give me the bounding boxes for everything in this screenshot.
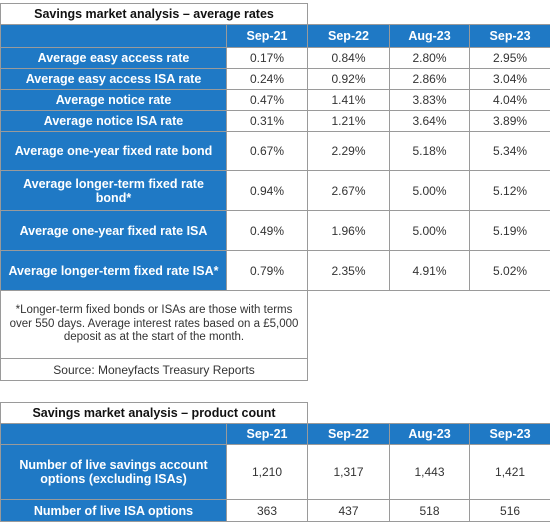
rates-header-corner [0,24,227,48]
table-cell: 0.84% [307,47,391,69]
footnote: *Longer-term fixed bonds or ISAs are tho… [0,290,309,359]
table-row: Average longer-term fixed rate bond* 0.9… [0,170,550,211]
table-cell: 516 [469,499,550,522]
row-label: Average notice ISA rate [0,110,227,132]
column-header: Aug-23 [389,423,471,445]
table-cell: 0.17% [225,47,309,69]
table-row: Average longer-term fixed rate ISA* 0.79… [0,250,550,291]
table-cell: 1,421 [469,444,550,500]
column-header: Sep-23 [469,24,550,48]
count-header-corner [0,423,227,445]
table-row: Number of live ISA options 363 437 518 5… [0,499,550,522]
row-label: Average one-year fixed rate bond [0,131,227,171]
table-cell: 0.94% [225,170,309,211]
table-cell: 4.91% [389,250,471,291]
row-label: Average easy access ISA rate [0,68,227,90]
table-cell: 2.95% [469,47,550,69]
row-label: Number of live ISA options [0,499,227,522]
table-row: Average easy access ISA rate 0.24% 0.92%… [0,68,550,90]
table-row: Average notice ISA rate 0.31% 1.21% 3.64… [0,110,550,132]
product-count-table: Savings market analysis – product count … [0,402,550,522]
table-cell: 1,210 [225,444,309,500]
table-cell: 0.92% [307,68,391,90]
table-cell: 5.34% [469,131,550,171]
row-label: Average notice rate [0,89,227,111]
table-cell: 5.00% [389,210,471,251]
table-row: Average easy access rate 0.17% 0.84% 2.8… [0,47,550,69]
table-cell: 0.47% [225,89,309,111]
average-rates-table: Savings market analysis – average rates … [0,3,550,381]
table-cell: 3.04% [469,68,550,90]
table-cell: 2.67% [307,170,391,211]
table-cell: 1.21% [307,110,391,132]
table-cell: 1,443 [389,444,471,500]
table-cell: 2.35% [307,250,391,291]
table-cell: 0.79% [225,250,309,291]
table-cell: 0.24% [225,68,309,90]
table-cell: 5.02% [469,250,550,291]
table-cell: 1,317 [307,444,391,500]
row-label: Number of live savings account options (… [0,444,227,500]
table-cell: 5.18% [389,131,471,171]
table-cell: 3.64% [389,110,471,132]
table-cell: 2.29% [307,131,391,171]
table-row: Average notice rate 0.47% 1.41% 3.83% 4.… [0,89,550,111]
table-cell: 1.41% [307,89,391,111]
column-header: Sep-21 [225,24,309,48]
table-cell: 1.96% [307,210,391,251]
source-note: Source: Moneyfacts Treasury Reports [0,358,309,381]
row-label: Average one-year fixed rate ISA [0,210,227,251]
column-header: Sep-23 [469,423,550,445]
table-cell: 3.89% [469,110,550,132]
column-header: Sep-22 [307,423,391,445]
table-cell: 437 [307,499,391,522]
table-cell: 0.49% [225,210,309,251]
rates-table-title: Savings market analysis – average rates [0,3,309,25]
table-cell: 4.04% [469,89,550,111]
table-cell: 2.86% [389,68,471,90]
table-row: Average one-year fixed rate ISA 0.49% 1.… [0,210,550,251]
table-cell: 363 [225,499,309,522]
table-cell: 518 [389,499,471,522]
table-row: Average one-year fixed rate bond 0.67% 2… [0,131,550,171]
table-cell: 0.31% [225,110,309,132]
row-label: Average easy access rate [0,47,227,69]
table-cell: 5.12% [469,170,550,211]
table-cell: 0.67% [225,131,309,171]
table-cell: 5.19% [469,210,550,251]
row-label: Average longer-term fixed rate ISA* [0,250,227,291]
column-header: Aug-23 [389,24,471,48]
table-row: Number of live savings account options (… [0,444,550,500]
table-cell: 3.83% [389,89,471,111]
row-label: Average longer-term fixed rate bond* [0,170,227,211]
table-cell: 2.80% [389,47,471,69]
column-header: Sep-21 [225,423,309,445]
count-table-title: Savings market analysis – product count [0,402,309,424]
table-cell: 5.00% [389,170,471,211]
column-header: Sep-22 [307,24,391,48]
